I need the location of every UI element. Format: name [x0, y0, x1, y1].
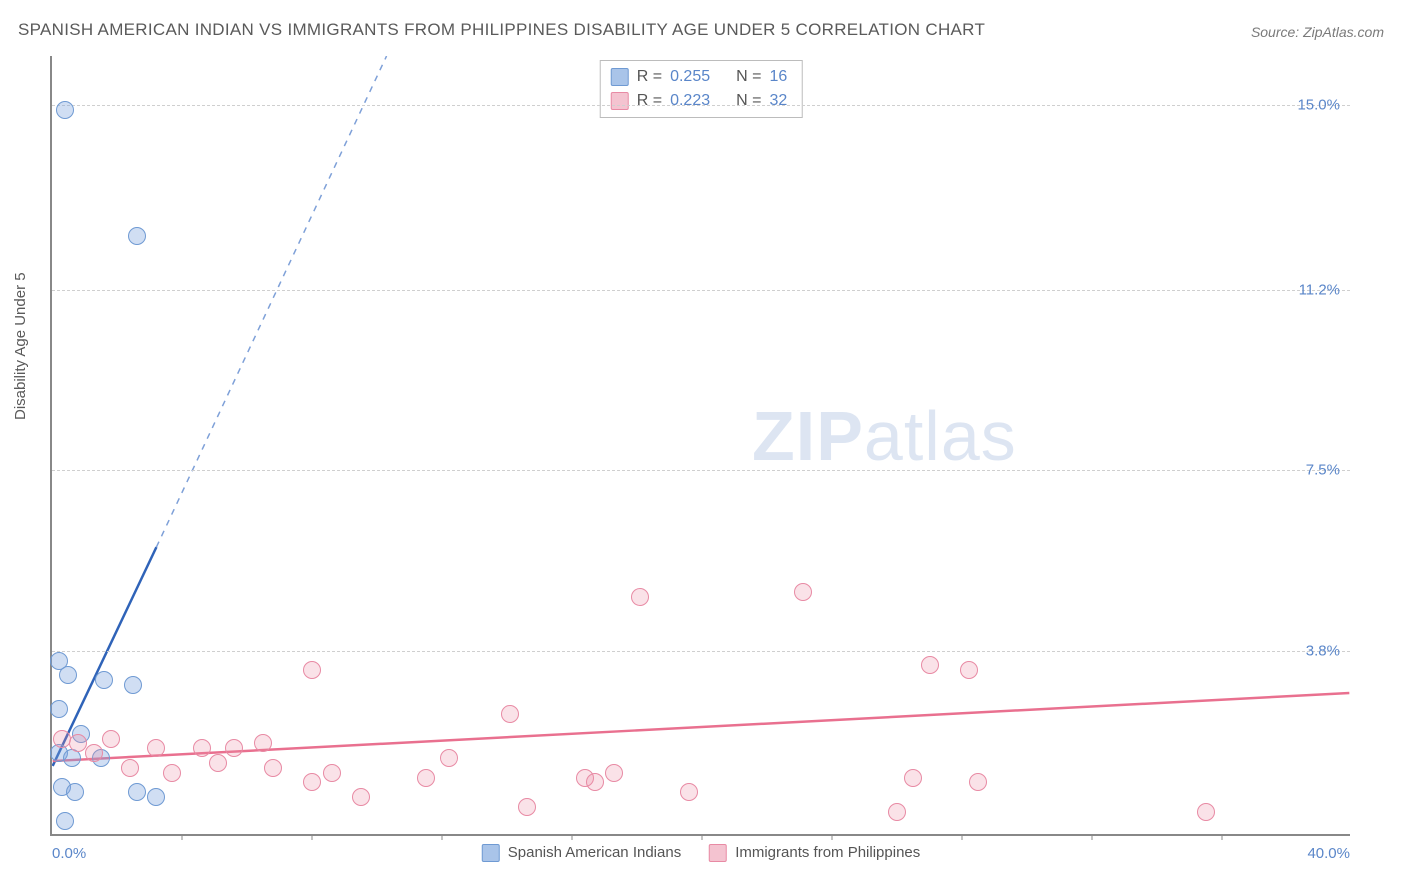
scatter-point-ph	[680, 783, 698, 801]
gridline	[52, 290, 1350, 291]
swatch-ph	[709, 844, 727, 862]
r-label: R =	[637, 92, 662, 110]
scatter-point-ph	[147, 739, 165, 757]
n-value-ph: 32	[769, 92, 787, 110]
x-tick-mark	[572, 834, 573, 840]
r-value-ph: 0.223	[670, 92, 710, 110]
scatter-point-ph	[794, 583, 812, 601]
scatter-point-ph	[69, 734, 87, 752]
x-tick-mark	[442, 834, 443, 840]
scatter-point-sai	[95, 671, 113, 689]
gridline	[52, 651, 1350, 652]
scatter-point-ph	[1197, 803, 1215, 821]
legend-label-ph: Immigrants from Philippines	[735, 844, 920, 861]
watermark-thin: atlas	[864, 397, 1017, 475]
scatter-point-ph	[303, 661, 321, 679]
x-tick-mark	[702, 834, 703, 840]
bottom-legend: Spanish American Indians Immigrants from…	[482, 844, 921, 862]
scatter-point-sai	[128, 227, 146, 245]
scatter-point-ph	[888, 803, 906, 821]
legend-item-sai: Spanish American Indians	[482, 844, 681, 862]
scatter-point-ph	[631, 588, 649, 606]
scatter-point-ph	[225, 739, 243, 757]
n-value-sai: 16	[769, 68, 787, 86]
x-tick-mark	[832, 834, 833, 840]
y-tick-label: 11.2%	[1299, 282, 1340, 299]
scatter-point-ph	[352, 788, 370, 806]
swatch-ph	[611, 92, 629, 110]
trend-lines-layer	[52, 56, 1350, 834]
r-value-sai: 0.255	[670, 68, 710, 86]
scatter-point-ph	[53, 730, 71, 748]
scatter-point-ph	[85, 744, 103, 762]
scatter-point-ph	[960, 661, 978, 679]
swatch-sai	[611, 68, 629, 86]
scatter-point-ph	[501, 705, 519, 723]
scatter-point-ph	[518, 798, 536, 816]
x-tick-mark	[182, 834, 183, 840]
scatter-point-ph	[586, 773, 604, 791]
x-tick-mark	[962, 834, 963, 840]
x-tick-mark	[1092, 834, 1093, 840]
y-tick-label: 3.8%	[1306, 642, 1340, 659]
scatter-point-ph	[121, 759, 139, 777]
x-tick-max: 40.0%	[1307, 845, 1350, 862]
watermark-bold: ZIP	[752, 397, 864, 475]
scatter-point-ph	[605, 764, 623, 782]
scatter-point-sai	[124, 676, 142, 694]
scatter-point-sai	[59, 666, 77, 684]
scatter-point-ph	[921, 656, 939, 674]
x-tick-min: 0.0%	[52, 845, 86, 862]
scatter-point-sai	[56, 101, 74, 119]
watermark: ZIPatlas	[752, 396, 1017, 476]
scatter-point-ph	[209, 754, 227, 772]
y-axis-label: Disability Age Under 5	[12, 272, 29, 420]
n-label: N =	[736, 68, 761, 86]
scatter-point-ph	[163, 764, 181, 782]
x-tick-mark	[312, 834, 313, 840]
scatter-point-sai	[66, 783, 84, 801]
scatter-point-ph	[417, 769, 435, 787]
source-attribution: Source: ZipAtlas.com	[1251, 24, 1384, 40]
scatter-point-sai	[50, 700, 68, 718]
swatch-sai	[482, 844, 500, 862]
y-tick-label: 7.5%	[1306, 462, 1340, 479]
chart-title: SPANISH AMERICAN INDIAN VS IMMIGRANTS FR…	[18, 20, 985, 40]
scatter-point-ph	[102, 730, 120, 748]
scatter-point-ph	[254, 734, 272, 752]
scatter-point-sai	[147, 788, 165, 806]
plot-area: ZIPatlas R = 0.255 N = 16 R = 0.223 N = …	[50, 56, 1350, 836]
scatter-point-ph	[303, 773, 321, 791]
trend-line	[156, 56, 386, 547]
scatter-point-sai	[128, 783, 146, 801]
scatter-point-ph	[193, 739, 211, 757]
r-label: R =	[637, 68, 662, 86]
stats-row-sai: R = 0.255 N = 16	[611, 65, 788, 89]
n-label: N =	[736, 92, 761, 110]
scatter-point-ph	[440, 749, 458, 767]
correlation-stats-box: R = 0.255 N = 16 R = 0.223 N = 32	[600, 60, 803, 118]
x-tick-mark	[1222, 834, 1223, 840]
scatter-point-ph	[904, 769, 922, 787]
gridline	[52, 470, 1350, 471]
scatter-point-sai	[56, 812, 74, 830]
scatter-point-ph	[264, 759, 282, 777]
gridline	[52, 105, 1350, 106]
legend-label-sai: Spanish American Indians	[508, 844, 681, 861]
stats-row-ph: R = 0.223 N = 32	[611, 89, 788, 113]
scatter-point-ph	[323, 764, 341, 782]
legend-item-ph: Immigrants from Philippines	[709, 844, 920, 862]
trend-line	[53, 693, 1350, 761]
y-tick-label: 15.0%	[1297, 96, 1340, 113]
scatter-point-ph	[969, 773, 987, 791]
